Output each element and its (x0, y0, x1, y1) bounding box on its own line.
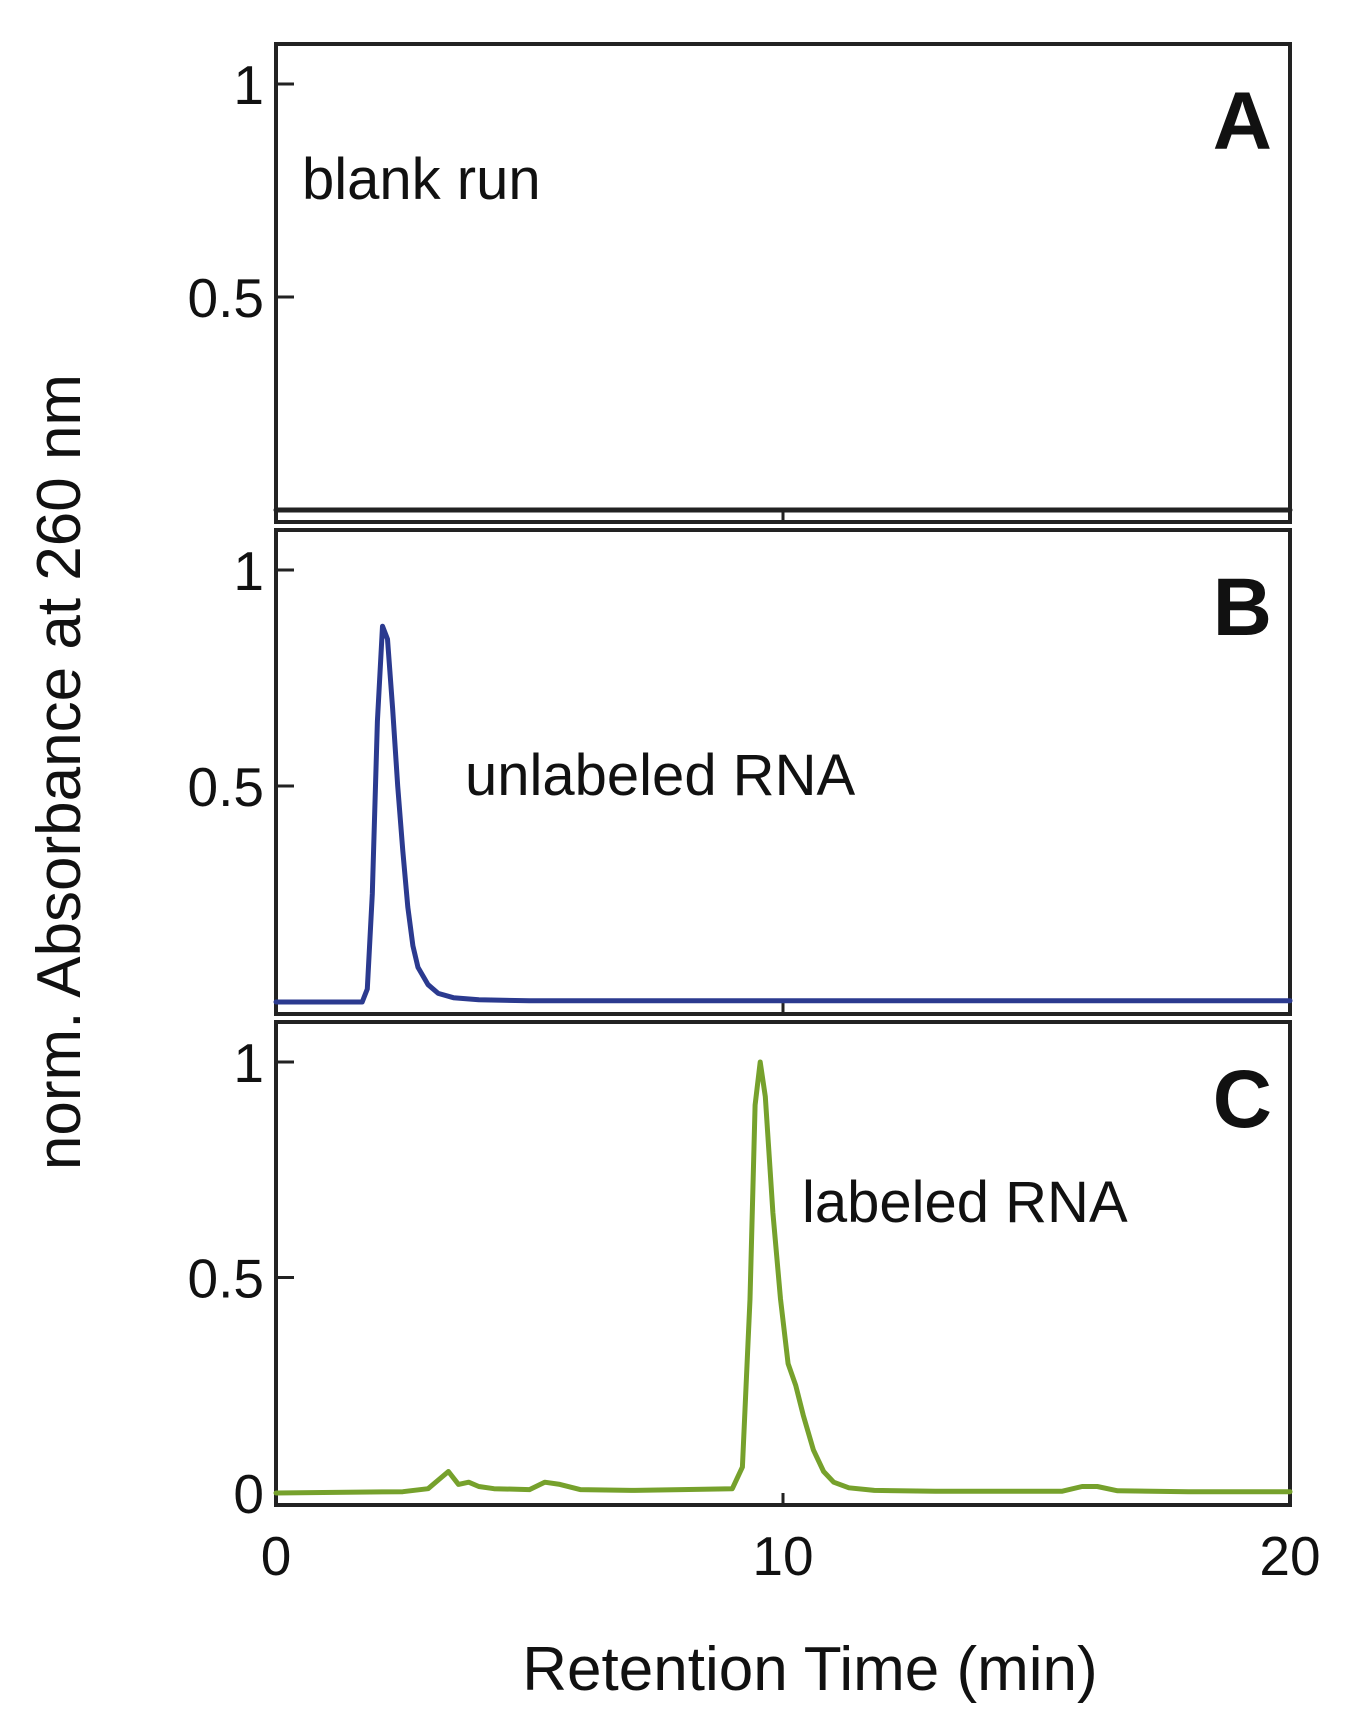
panel-c-caption: labeled RNA (802, 1170, 1128, 1235)
panel-c-letter: C (1213, 1054, 1272, 1145)
panel-b-caption: unlabeled RNA (465, 743, 855, 808)
panel-b-letter: B (1213, 562, 1272, 653)
panel-c-y-tick-label-0: 0 (233, 1463, 264, 1525)
panel-a-y-tick-label-0.5: 0.5 (188, 267, 264, 329)
x-tick-label-20: 20 (1259, 1525, 1320, 1587)
panel-b-series-line-1 (273, 623, 1293, 1005)
panel-b-y-tick-label-0.5: 0.5 (188, 756, 264, 818)
panel-a-y-tick-label-1: 1 (233, 54, 264, 116)
panel-c-y-tick-label-1: 1 (233, 1032, 264, 1094)
panel-a-caption: blank run (302, 147, 541, 212)
panel-c-series-line-1 (273, 1059, 1293, 1496)
panel-b-y-tick-label-1: 1 (233, 540, 264, 602)
panel-c-y-tick-label-0.5: 0.5 (188, 1248, 264, 1310)
x-tick-label-10: 10 (752, 1525, 813, 1587)
panel-a-letter: A (1213, 76, 1272, 167)
x-axis-title: Retention Time (min) (522, 1635, 1097, 1704)
y-axis-title: norm. Absorbance at 260 nm (25, 374, 94, 1170)
x-tick-label-0: 0 (261, 1525, 292, 1587)
